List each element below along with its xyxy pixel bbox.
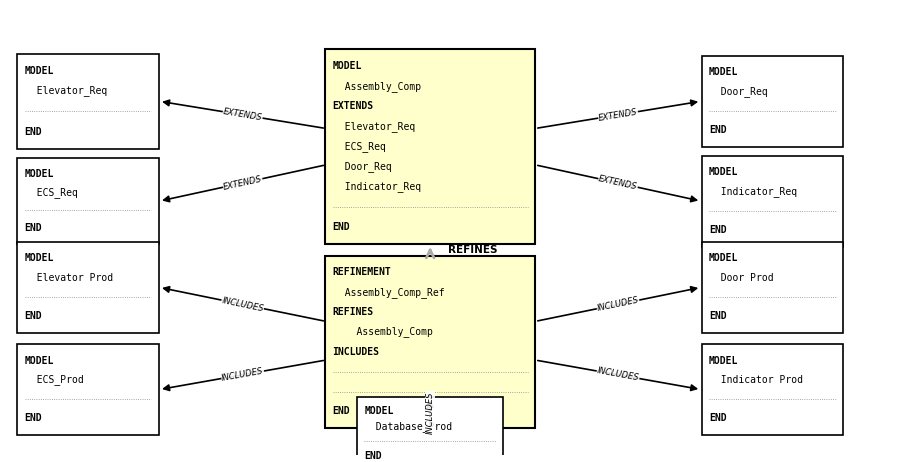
Text: END: END [709,125,727,135]
Text: EXTENDS: EXTENDS [597,174,639,192]
Text: INCLUDES: INCLUDES [332,347,380,357]
Text: Indicator_Req: Indicator_Req [709,186,797,197]
Text: MODEL: MODEL [709,356,738,365]
Text: MODEL: MODEL [25,169,54,179]
Bar [702,56,843,146]
Text: Door Prod: Door Prod [709,273,773,283]
Text: END: END [25,311,42,321]
Bar [325,49,535,244]
Text: MODEL: MODEL [709,67,738,77]
Bar [17,344,158,435]
Text: END: END [25,223,42,233]
Bar [17,158,158,244]
Text: Elevator_Req: Elevator_Req [332,121,414,132]
Text: Elevator Prod: Elevator Prod [25,273,113,283]
Text: Door_Req: Door_Req [332,161,392,172]
Text: REFINEMENT: REFINEMENT [332,267,392,277]
Text: END: END [709,311,727,321]
Text: MODEL: MODEL [364,407,393,416]
Text: ECS_Req: ECS_Req [25,187,78,197]
Text: END: END [25,413,42,424]
Bar [17,242,158,333]
Text: END: END [364,451,382,461]
Text: Indicator Prod: Indicator Prod [709,375,802,385]
Text: END: END [25,127,42,137]
Text: Indicator_Req: Indicator_Req [332,182,421,193]
Text: MODEL: MODEL [25,356,54,365]
Bar [325,255,535,428]
Text: EXTENDS: EXTENDS [222,174,263,192]
Bar [702,156,843,247]
Text: END: END [332,407,350,416]
Text: Assembly_Comp_Ref: Assembly_Comp_Ref [332,287,444,298]
Text: EXTENDS: EXTENDS [597,107,639,122]
Text: ECS_Req: ECS_Req [332,141,385,152]
Text: MODEL: MODEL [332,61,362,71]
Text: ECS_Prod: ECS_Prod [25,374,83,385]
Text: INCLUDES: INCLUDES [597,296,640,313]
Text: EXTENDS: EXTENDS [222,107,263,122]
Text: Assembly_Comp: Assembly_Comp [332,81,421,91]
Text: REFINES: REFINES [448,245,498,255]
Text: MODEL: MODEL [709,167,738,177]
Text: Database_Prod: Database_Prod [364,421,453,432]
Text: END: END [709,225,727,235]
Text: MODEL: MODEL [709,254,738,263]
Text: Assembly_Comp: Assembly_Comp [332,327,433,337]
Text: INCLUDES: INCLUDES [425,391,435,434]
Text: EXTENDS: EXTENDS [332,101,373,111]
Bar [702,242,843,333]
Text: Door_Req: Door_Req [709,86,768,97]
Text: END: END [332,222,350,232]
Text: END: END [709,413,727,424]
Bar [17,54,158,149]
Text: MODEL: MODEL [25,254,54,263]
Text: Elevator_Req: Elevator_Req [25,85,107,97]
Text: INCLUDES: INCLUDES [597,366,640,383]
Text: REFINES: REFINES [332,307,373,317]
Text: INCLUDES: INCLUDES [221,366,264,383]
Bar [702,344,843,435]
Text: MODEL: MODEL [25,66,54,76]
Text: INCLUDES: INCLUDES [221,296,264,313]
Bar [357,397,503,462]
